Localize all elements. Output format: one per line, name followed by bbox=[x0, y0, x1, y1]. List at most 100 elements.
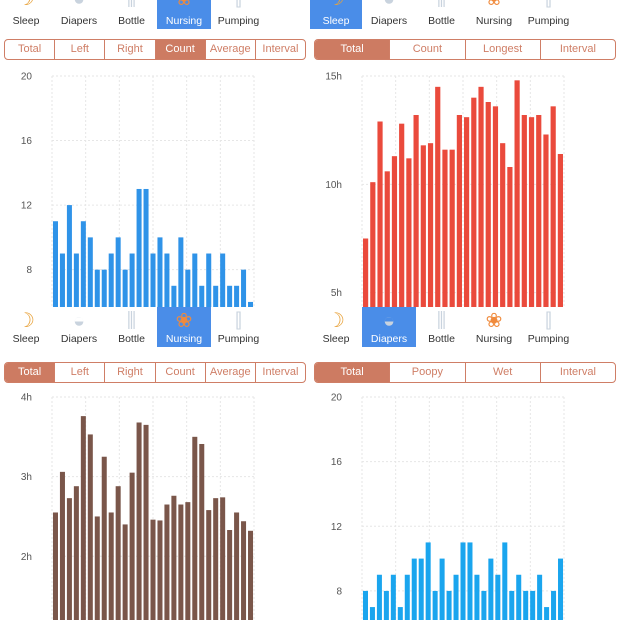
bar[interactable] bbox=[108, 253, 114, 310]
bar[interactable] bbox=[150, 519, 156, 620]
segment-poopy[interactable]: Poopy bbox=[389, 363, 464, 382]
bar[interactable] bbox=[442, 149, 448, 310]
category-tab-bottle[interactable]: ⫼Bottle bbox=[106, 0, 157, 29]
segment-total[interactable]: Total bbox=[315, 363, 390, 382]
bar[interactable] bbox=[485, 102, 491, 310]
bar[interactable] bbox=[206, 253, 212, 310]
segment-right[interactable]: Right bbox=[104, 40, 154, 59]
bar[interactable] bbox=[143, 188, 149, 310]
segment-interval[interactable]: Interval bbox=[254, 40, 305, 59]
segment-total[interactable]: Total bbox=[315, 40, 390, 59]
bar[interactable] bbox=[509, 590, 515, 620]
bar[interactable] bbox=[530, 590, 536, 620]
bar[interactable] bbox=[206, 510, 212, 620]
bar[interactable] bbox=[449, 149, 455, 310]
bar[interactable] bbox=[94, 516, 100, 620]
category-tab-diapers[interactable]: ◒Diapers bbox=[362, 307, 416, 347]
bar[interactable] bbox=[406, 158, 412, 310]
bar[interactable] bbox=[129, 472, 135, 620]
bar[interactable] bbox=[248, 301, 254, 310]
segment-interval[interactable]: Interval bbox=[539, 363, 615, 382]
category-tab-pumping[interactable]: ⫿Pumping bbox=[211, 307, 266, 347]
bar[interactable] bbox=[59, 253, 65, 310]
bar[interactable] bbox=[481, 590, 487, 620]
category-tab-bottle[interactable]: ⫼Bottle bbox=[416, 307, 467, 347]
bar[interactable] bbox=[495, 574, 501, 620]
segment-longest[interactable]: Longest bbox=[464, 40, 540, 59]
segment-total[interactable]: Total bbox=[17, 43, 42, 55]
bar[interactable] bbox=[185, 502, 191, 620]
bar[interactable] bbox=[432, 590, 438, 620]
bar[interactable] bbox=[241, 269, 247, 310]
bar[interactable] bbox=[220, 253, 226, 310]
bar[interactable] bbox=[115, 237, 121, 310]
bar[interactable] bbox=[164, 253, 170, 310]
bar[interactable] bbox=[557, 154, 563, 310]
bar[interactable] bbox=[391, 156, 398, 310]
bar[interactable] bbox=[171, 495, 177, 620]
bar[interactable] bbox=[73, 486, 79, 620]
bar[interactable] bbox=[521, 115, 527, 310]
segment-left[interactable]: Left bbox=[54, 363, 104, 382]
bar[interactable] bbox=[397, 607, 403, 620]
segment-interval[interactable]: Interval bbox=[539, 40, 615, 59]
bar[interactable] bbox=[383, 590, 389, 620]
bar[interactable] bbox=[425, 542, 431, 620]
bar[interactable] bbox=[213, 498, 219, 620]
bar[interactable] bbox=[178, 504, 184, 620]
bar[interactable] bbox=[52, 512, 58, 620]
category-tab-pumping[interactable]: ⫿Pumping bbox=[521, 307, 576, 347]
bar[interactable] bbox=[411, 558, 417, 620]
bar[interactable] bbox=[460, 542, 466, 620]
bar[interactable] bbox=[143, 424, 149, 620]
bar[interactable] bbox=[157, 237, 163, 310]
category-tab-nursing[interactable]: ❀Nursing bbox=[157, 307, 211, 347]
bar[interactable] bbox=[363, 238, 369, 311]
bar[interactable] bbox=[66, 205, 72, 310]
bar[interactable] bbox=[502, 542, 508, 620]
category-tab-diapers[interactable]: ◒Diapers bbox=[52, 0, 106, 29]
bar[interactable] bbox=[171, 285, 177, 310]
category-tab-pumping[interactable]: ⫿Pumping bbox=[211, 0, 266, 29]
segment-left[interactable]: Left bbox=[54, 40, 104, 59]
bar[interactable] bbox=[192, 436, 198, 620]
bar[interactable] bbox=[558, 558, 564, 620]
segment-interval[interactable]: Interval bbox=[254, 363, 305, 382]
bar[interactable] bbox=[427, 143, 434, 310]
bar[interactable] bbox=[164, 504, 170, 620]
bar[interactable] bbox=[122, 269, 128, 310]
category-tab-bottle[interactable]: ⫼Bottle bbox=[416, 0, 467, 29]
bar[interactable] bbox=[390, 574, 396, 620]
bar[interactable] bbox=[384, 171, 390, 310]
segment-count[interactable]: Count bbox=[154, 40, 205, 59]
bar[interactable] bbox=[241, 521, 247, 620]
category-tab-bottle[interactable]: ⫼Bottle bbox=[106, 307, 157, 347]
bar[interactable] bbox=[413, 115, 419, 310]
bar[interactable] bbox=[516, 574, 522, 620]
bar[interactable] bbox=[399, 123, 405, 310]
bar[interactable] bbox=[537, 574, 543, 620]
bar[interactable] bbox=[362, 590, 368, 620]
bar[interactable] bbox=[420, 145, 426, 310]
category-tab-nursing[interactable]: ❀Nursing bbox=[467, 307, 521, 347]
bar[interactable] bbox=[550, 106, 556, 310]
bar[interactable] bbox=[115, 486, 121, 620]
bar[interactable] bbox=[248, 530, 254, 620]
bar[interactable] bbox=[488, 558, 494, 620]
category-tab-pumping[interactable]: ⫿Pumping bbox=[521, 0, 576, 29]
bar[interactable] bbox=[439, 558, 445, 620]
bar[interactable] bbox=[227, 530, 233, 620]
bar[interactable] bbox=[474, 574, 480, 620]
bar[interactable] bbox=[199, 285, 205, 310]
bar[interactable] bbox=[136, 422, 142, 620]
bar[interactable] bbox=[446, 590, 452, 620]
bar[interactable] bbox=[185, 269, 191, 310]
category-tab-sleep[interactable]: ☽ Sleep bbox=[310, 0, 362, 29]
bar[interactable] bbox=[66, 498, 72, 620]
category-tab-diapers[interactable]: ◒Diapers bbox=[52, 307, 106, 347]
segment-average[interactable]: Average bbox=[204, 363, 255, 382]
bar[interactable] bbox=[157, 520, 163, 620]
bar[interactable] bbox=[370, 182, 376, 310]
bar[interactable] bbox=[453, 574, 459, 620]
bar[interactable] bbox=[507, 167, 513, 310]
